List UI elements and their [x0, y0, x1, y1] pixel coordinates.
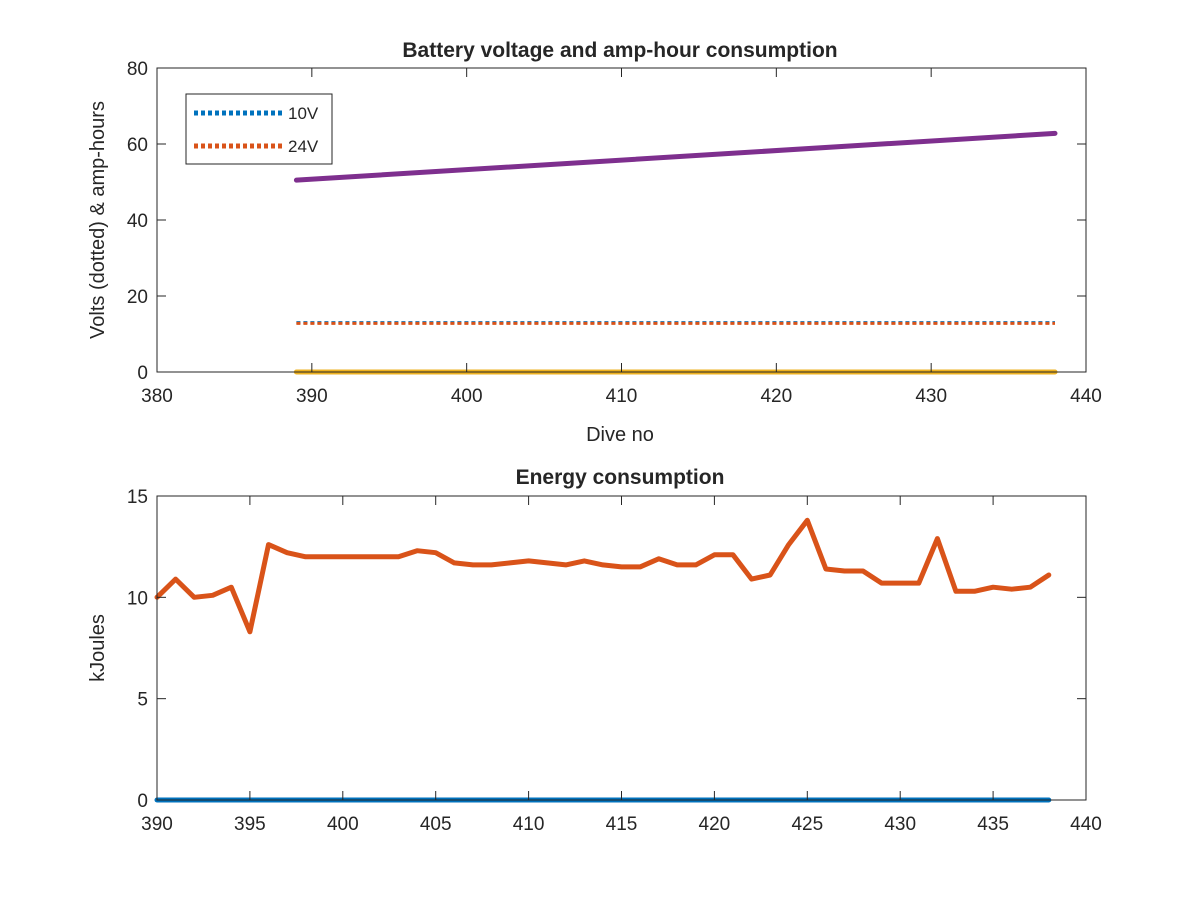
energy-chart-ylabel: kJoules — [87, 614, 109, 682]
energy-chart-ytick-label: 10 — [127, 588, 148, 609]
voltage-chart-xtick-label: 420 — [760, 386, 792, 407]
voltage-chart-ytick-label: 40 — [127, 211, 148, 232]
energy-chart-xtick-label: 390 — [141, 814, 173, 835]
voltage-chart-ytick-label: 0 — [137, 363, 148, 384]
voltage-chart-ylabel: Volts (dotted) & amp-hours — [87, 101, 109, 339]
energy-chart-ticks: 390 395 400 405 410 415 420 425 430 435 440 0 5 10 15 — [127, 487, 1102, 835]
voltage-chart-xtick-label: 380 — [141, 386, 173, 407]
energy-chart-xtick-label: 405 — [420, 814, 452, 835]
voltage-chart-title: Battery voltage and amp-hour consumption — [402, 39, 837, 62]
energy-chart-xtick-label: 400 — [327, 814, 359, 835]
legend-box — [185, 93, 333, 165]
legend: 10V 24V — [185, 93, 333, 165]
energy-chart-title: Energy consumption — [516, 466, 725, 489]
legend-label-24v: 24V — [288, 137, 319, 156]
voltage-chart-series-line-3 — [293, 130, 1058, 183]
energy-chart-xtick-label: 430 — [884, 814, 916, 835]
energy-chart-ytick-label: 5 — [137, 690, 148, 711]
voltage-chart-xtick-label: 410 — [606, 386, 638, 407]
energy-chart-xtick-label: 435 — [977, 814, 1009, 835]
energy-chart-ytick-label: 15 — [127, 487, 148, 508]
energy-chart-xtick-label: 395 — [234, 814, 266, 835]
energy-chart: Energy consumption 390 395 400 405 410 415 420… — [87, 466, 1102, 835]
voltage-chart-xtick-label: 430 — [915, 386, 947, 407]
legend-label-10v: 10V — [288, 104, 319, 123]
voltage-chart: Battery voltage and amp-hour consumption… — [87, 39, 1102, 446]
voltage-chart-ticks: 380 390 400 410 420 430 440 0 20 40 60 80 — [127, 59, 1102, 407]
energy-chart-xtick-label: 440 — [1070, 814, 1102, 835]
voltage-chart-xtick-label: 400 — [451, 386, 483, 407]
voltage-chart-xtick-label: 440 — [1070, 386, 1102, 407]
voltage-chart-ytick-label: 60 — [127, 135, 148, 156]
voltage-chart-xtick-label: 390 — [296, 386, 328, 407]
energy-chart-xtick-label: 425 — [791, 814, 823, 835]
voltage-chart-xlabel: Dive no — [586, 424, 654, 446]
voltage-chart-ytick-label: 20 — [127, 287, 148, 308]
energy-chart-ytick-label: 0 — [137, 791, 148, 812]
energy-chart-xtick-label: 415 — [606, 814, 638, 835]
voltage-chart-ytick-label: 80 — [127, 59, 148, 80]
energy-chart-xtick-label: 410 — [513, 814, 545, 835]
energy-chart-series-line-0 — [154, 517, 1052, 635]
energy-chart-xtick-label: 420 — [699, 814, 731, 835]
